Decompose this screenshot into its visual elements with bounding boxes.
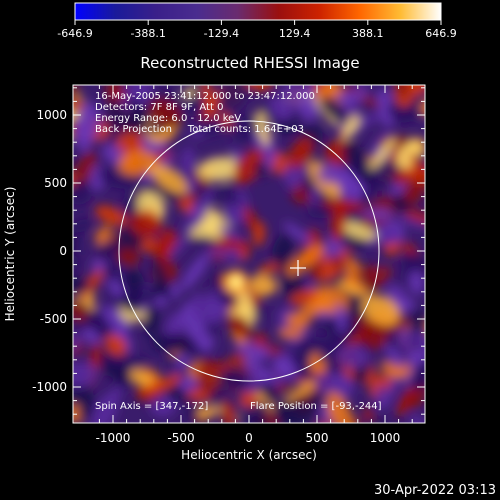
image-panel bbox=[72, 84, 426, 424]
info-block: 16-May-2005 23:41:12.000 to 23:47:12.000… bbox=[95, 91, 315, 135]
emission-map bbox=[73, 85, 425, 423]
colorbar-ticks: -646.9 -388.1 -129.4 129.4 388.1 646.9 bbox=[57, 20, 457, 40]
colorbar-tick-label: 129.4 bbox=[279, 27, 311, 40]
x-axis-label: Heliocentric X (arcsec) bbox=[181, 448, 317, 462]
x-tick-label: 0 bbox=[245, 431, 253, 445]
axis-ticks bbox=[73, 85, 425, 423]
x-tick-label: 500 bbox=[306, 431, 329, 445]
spin-axis-label: Spin Axis = [347,-172] bbox=[95, 401, 208, 412]
y-tick-label: -1000 bbox=[32, 380, 67, 394]
flare-position-label: Flare Position = [-93,-244] bbox=[250, 401, 382, 412]
footer-timestamp: 30-Apr-2022 03:13 bbox=[374, 483, 496, 498]
colorbar-tick-label: 388.1 bbox=[352, 27, 384, 40]
plot-title: Reconstructed RHESSI Image bbox=[140, 54, 359, 72]
y-tick-label: 0 bbox=[59, 244, 67, 258]
y-tick-label: -500 bbox=[40, 312, 67, 326]
info-line-detectors: Detectors: 7F 8F 9F, Att 0 bbox=[95, 102, 223, 113]
x-tick-label: -500 bbox=[167, 431, 194, 445]
colorbar-tick-label: -388.1 bbox=[130, 27, 165, 40]
y-tick-labels: 1000 500 0 -500 -1000 bbox=[32, 108, 67, 394]
y-tick-label: 500 bbox=[44, 176, 67, 190]
colorbar-tick-label: 646.9 bbox=[425, 27, 457, 40]
colorbar-strip bbox=[74, 2, 442, 21]
solar-limb-circle bbox=[118, 120, 380, 382]
x-tick-labels: -1000 -500 0 500 1000 bbox=[96, 431, 401, 445]
info-line-energy: Energy Range: 6.0 - 12.0 keV bbox=[95, 113, 241, 124]
info-line-time: 16-May-2005 23:41:12.000 to 23:47:12.000 bbox=[95, 91, 315, 102]
colorbar-tick-label: -129.4 bbox=[204, 27, 239, 40]
colorbar-tick-label: -646.9 bbox=[57, 27, 92, 40]
y-axis-label: Heliocentric Y (arcsec) bbox=[3, 187, 17, 322]
colorbar: -646.9 -388.1 -129.4 129.4 388.1 646.9 bbox=[57, 2, 457, 40]
x-tick-label: 1000 bbox=[370, 431, 401, 445]
x-tick-label: -1000 bbox=[96, 431, 131, 445]
y-tick-label: 1000 bbox=[36, 108, 67, 122]
info-line-method: Back Projection Total counts: 1.64E+03 bbox=[95, 124, 304, 135]
flare-position-marker bbox=[290, 260, 306, 276]
